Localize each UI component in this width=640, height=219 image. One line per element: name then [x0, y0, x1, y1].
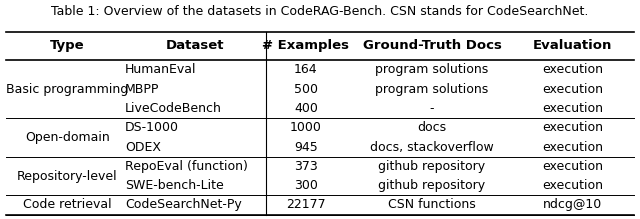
Text: LiveCodeBench: LiveCodeBench	[125, 102, 221, 115]
Text: Table 1: Overview of the datasets in CodeRAG-Bench. CSN stands for CodeSearchNet: Table 1: Overview of the datasets in Cod…	[51, 5, 589, 18]
Text: program solutions: program solutions	[376, 83, 488, 96]
Text: ndcg@10: ndcg@10	[543, 198, 602, 212]
Text: github repository: github repository	[378, 179, 486, 192]
Text: Evaluation: Evaluation	[533, 39, 612, 53]
Text: ODEX: ODEX	[125, 141, 161, 154]
Text: 945: 945	[294, 141, 318, 154]
Text: 1000: 1000	[290, 121, 322, 134]
Text: MBPP: MBPP	[125, 83, 159, 96]
Text: Ground-Truth Docs: Ground-Truth Docs	[363, 39, 501, 53]
Text: execution: execution	[542, 102, 604, 115]
Text: RepoEval (function): RepoEval (function)	[125, 160, 248, 173]
Text: CodeSearchNet-Py: CodeSearchNet-Py	[125, 198, 241, 212]
Text: docs, stackoverflow: docs, stackoverflow	[370, 141, 494, 154]
Text: HumanEval: HumanEval	[125, 63, 196, 76]
Text: Dataset: Dataset	[166, 39, 225, 53]
Text: 400: 400	[294, 102, 318, 115]
Text: execution: execution	[542, 83, 604, 96]
Text: -: -	[429, 102, 435, 115]
Text: 300: 300	[294, 179, 318, 192]
Text: 373: 373	[294, 160, 318, 173]
Text: Type: Type	[50, 39, 84, 53]
Text: 164: 164	[294, 63, 317, 76]
Text: Open-domain: Open-domain	[25, 131, 109, 144]
Text: execution: execution	[542, 179, 604, 192]
Text: execution: execution	[542, 121, 604, 134]
Text: execution: execution	[542, 141, 604, 154]
Text: program solutions: program solutions	[376, 63, 488, 76]
Text: execution: execution	[542, 63, 604, 76]
Text: execution: execution	[542, 160, 604, 173]
Text: 22177: 22177	[286, 198, 326, 212]
Text: SWE-bench-Lite: SWE-bench-Lite	[125, 179, 223, 192]
Text: 500: 500	[294, 83, 318, 96]
Text: docs: docs	[417, 121, 447, 134]
Text: Basic programming: Basic programming	[6, 83, 129, 96]
Text: github repository: github repository	[378, 160, 486, 173]
Text: Repository-level: Repository-level	[17, 170, 118, 182]
Text: CSN functions: CSN functions	[388, 198, 476, 212]
Text: Code retrieval: Code retrieval	[23, 198, 111, 212]
Text: DS-1000: DS-1000	[125, 121, 179, 134]
Text: # Examples: # Examples	[262, 39, 349, 53]
